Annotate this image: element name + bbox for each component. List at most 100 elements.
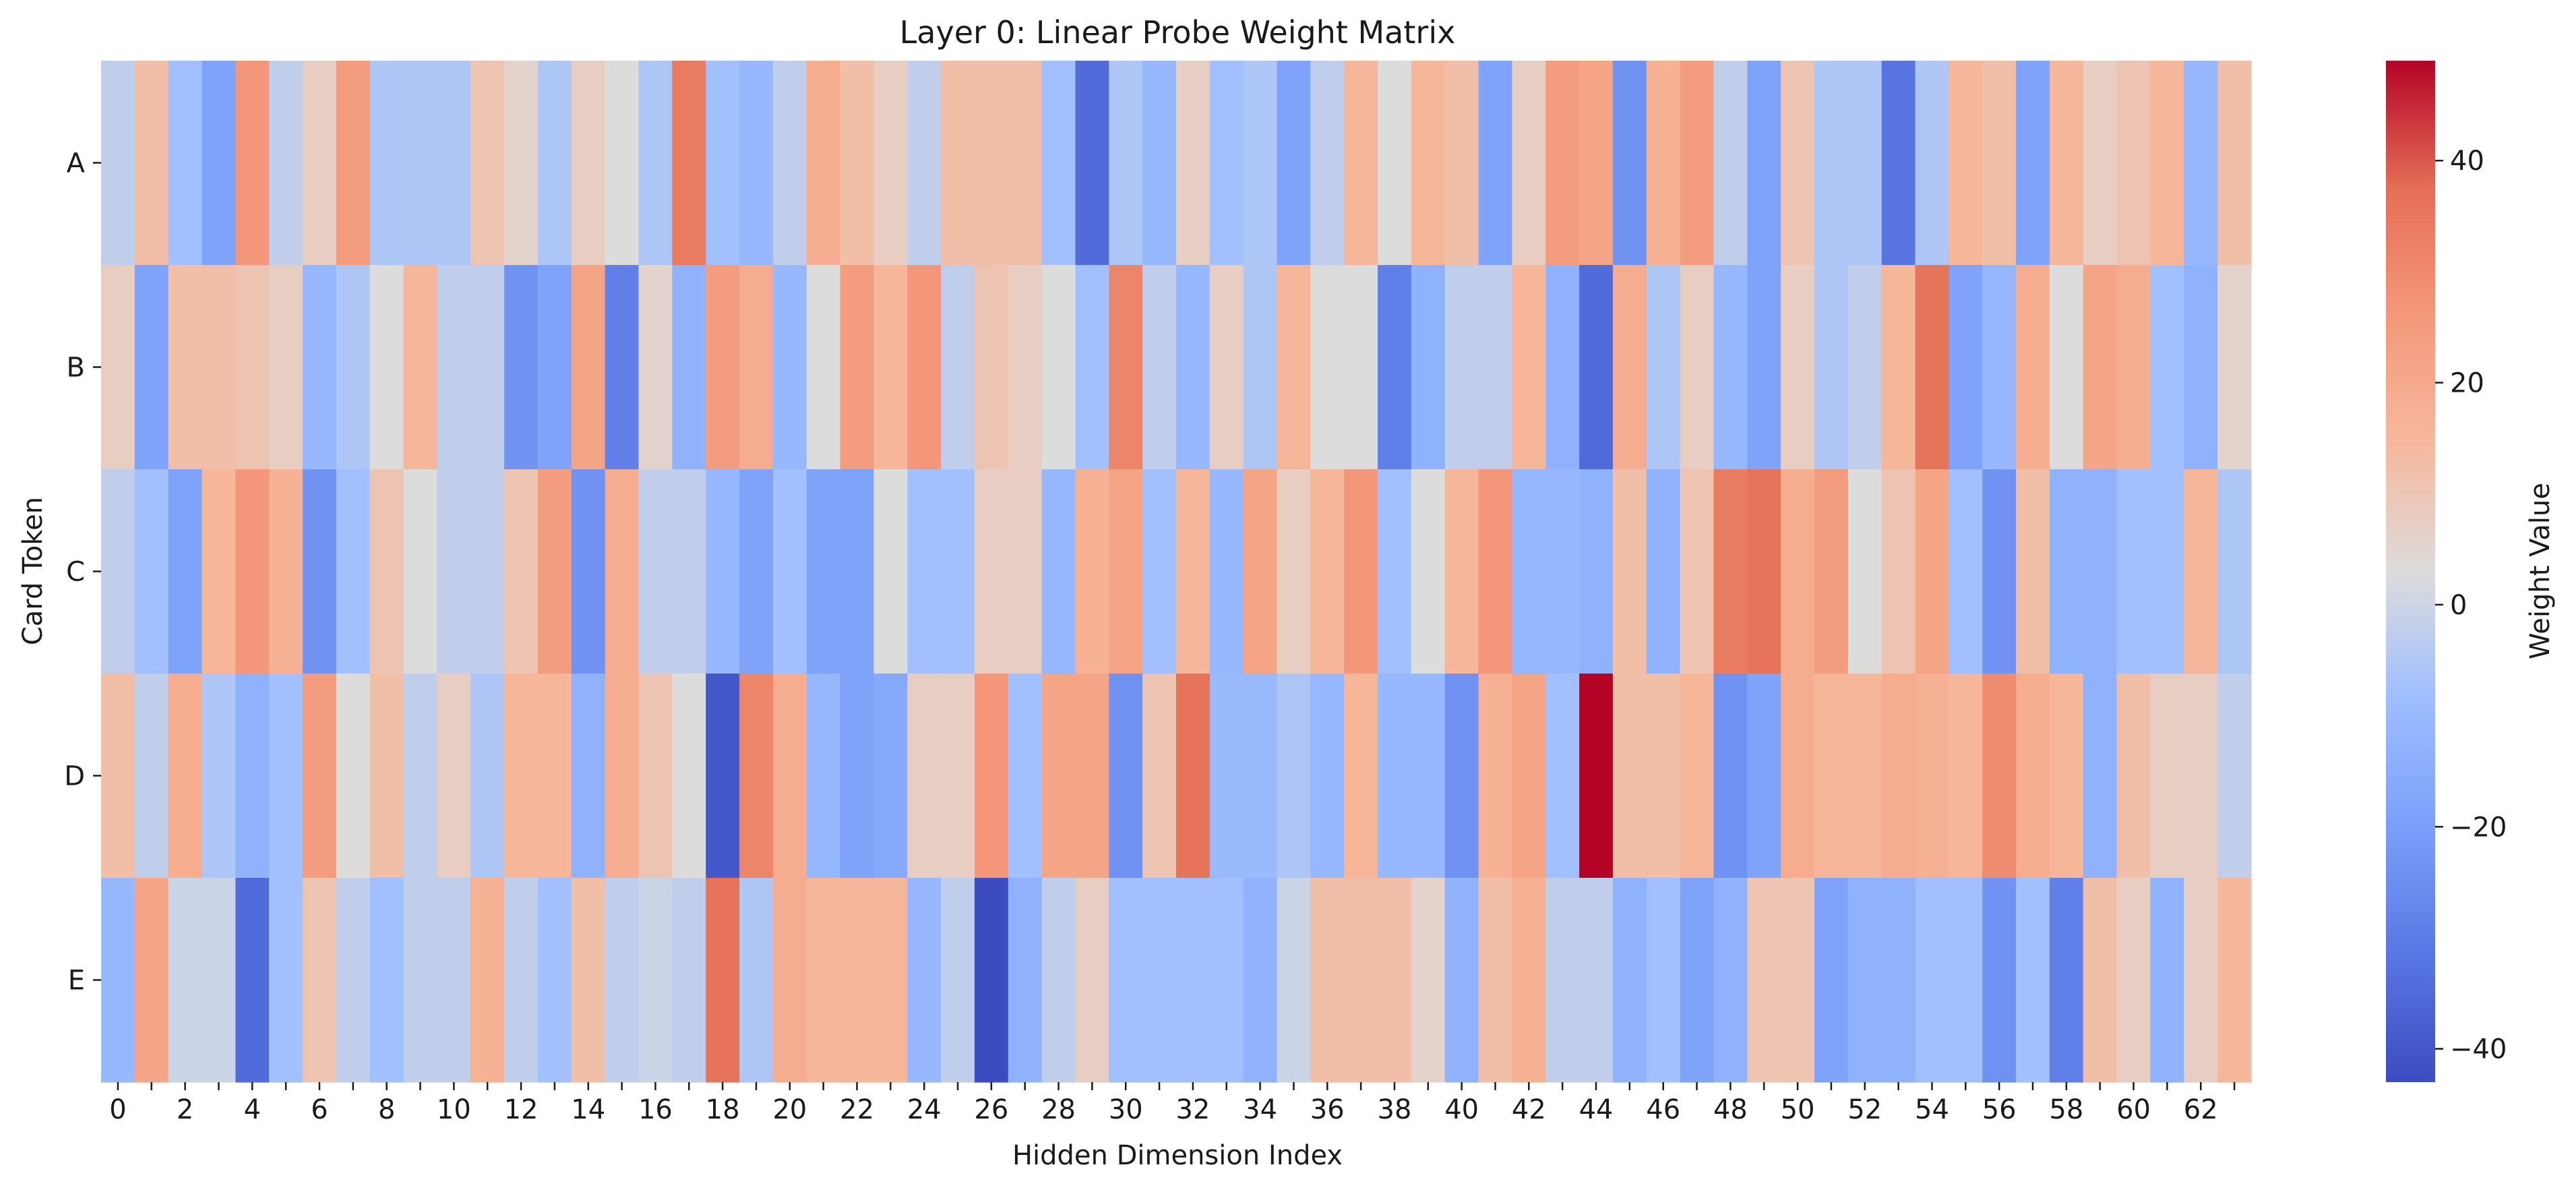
heatmap-cell [235,265,270,470]
heatmap-cell [1781,265,1815,470]
heatmap-cell [1680,674,1715,879]
heatmap-cell [2150,674,2184,879]
x-tick-label: 38 [1378,1094,1412,1125]
x-tick-label: 40 [1444,1094,1479,1125]
heatmap-cell [1915,674,1949,879]
heatmap-cell [605,469,640,674]
heatmap-cell [772,265,807,470]
heatmap-cell [772,61,807,266]
heatmap-cell [2049,878,2084,1083]
x-axis-ticks: 0 2 4 6 8 10 12 14 16 18 20 22 24 26 28 30 32 34 36 38 40 42 4… [109,1082,2236,1125]
heatmap-cell [1881,61,1916,266]
heatmap-cell [1277,469,1311,674]
heatmap-cell [1378,674,1412,879]
heatmap-cell [571,878,606,1083]
x-tick-label: 32 [1175,1094,1210,1125]
heatmap-cell [1680,61,1715,266]
heatmap-cell [873,265,908,470]
heatmap-cell [1612,674,1647,879]
heatmap-cell [504,265,539,470]
x-tick-label: 46 [1646,1094,1680,1125]
heatmap-cell [369,878,404,1083]
x-tick-label: 18 [706,1094,740,1125]
heatmap-cell [1075,674,1109,879]
heatmap-cell [336,878,371,1083]
heatmap-cell [974,469,1009,674]
heatmap-cell [672,61,706,266]
heatmap-cell [1075,878,1109,1083]
colorbar-ticks: 40 20 0 −20 −40 [2435,146,2507,1065]
heatmap-cell [840,674,874,879]
heatmap-cell [2184,674,2218,879]
heatmap-cell [974,265,1009,470]
y-axis-ticks: A B C D E [64,148,101,996]
heatmap-cell [2083,265,2118,470]
heatmap-cell [1209,674,1244,879]
heatmap-cell [1545,61,1580,266]
heatmap-cell [1041,469,1076,674]
heatmap-cell [1277,674,1311,879]
heatmap-cell [470,265,505,470]
heatmap-cell [706,674,740,879]
heatmap-cell [1612,265,1647,470]
heatmap-cell [1243,265,1278,470]
x-tick-label: 44 [1579,1094,1614,1125]
y-axis-label: Card Token [18,497,49,645]
heatmap-cell [605,265,640,470]
heatmap-cell [605,61,640,266]
heatmap-cell [1411,674,1446,879]
heatmap-cell [1411,878,1446,1083]
heatmap-cell [1646,878,1681,1083]
heatmap-cell [1747,469,1781,674]
heatmap-cell [1847,878,1882,1083]
heatmap-cell [168,878,203,1083]
heatmap-cell [1612,469,1647,674]
heatmap-cell [1612,878,1647,1083]
heatmap-cell [336,61,371,266]
heatmap-cell [1579,265,1614,470]
heatmap-cell [2217,265,2252,470]
heatmap-cell [2150,265,2184,470]
heatmap-cell [202,878,236,1083]
heatmap-cell [571,265,606,470]
heatmap-cell [941,674,975,879]
heatmap-cell [806,61,841,266]
heatmap-cell [1075,265,1109,470]
heatmap-cell [1747,878,1781,1083]
heatmap-cell [1277,61,1311,266]
x-tick-label: 22 [840,1094,874,1125]
x-tick-label: 0 [109,1094,126,1125]
heatmap-cell [101,674,135,879]
heatmap-cell [2116,265,2151,470]
colorbar-label: Weight Value [2525,483,2556,659]
heatmap-cell [1512,61,1546,266]
x-tick-label: 54 [1915,1094,1949,1125]
heatmap-cell [907,674,942,879]
heatmap-cell [1680,878,1715,1083]
heatmap-cell [974,878,1009,1083]
heatmap-cell [1881,469,1916,674]
heatmap-cell [840,878,874,1083]
heatmap-cell [739,878,774,1083]
heatmap-cell [1008,61,1043,266]
heatmap-cell [1378,469,1412,674]
heatmap-cell [638,265,673,470]
heatmap-cell [303,265,337,470]
heatmap-cell [1713,61,1748,266]
heatmap-cell [1310,265,1345,470]
heatmap-cell [1008,265,1043,470]
heatmap-cell [2016,674,2050,879]
heatmap-cell [1109,878,1143,1083]
x-tick-label: 16 [638,1094,673,1125]
heatmap-cell [1209,878,1244,1083]
heatmap-cell [739,265,774,470]
x-tick-label: 6 [311,1094,328,1125]
heatmap-cell [403,265,438,470]
heatmap-cell [303,61,337,266]
heatmap-cells [101,61,2252,1083]
heatmap-cell [2217,469,2252,674]
x-tick-label: 34 [1243,1094,1277,1125]
heatmap-cell [1041,265,1076,470]
x-tick-label: 62 [2184,1094,2218,1125]
